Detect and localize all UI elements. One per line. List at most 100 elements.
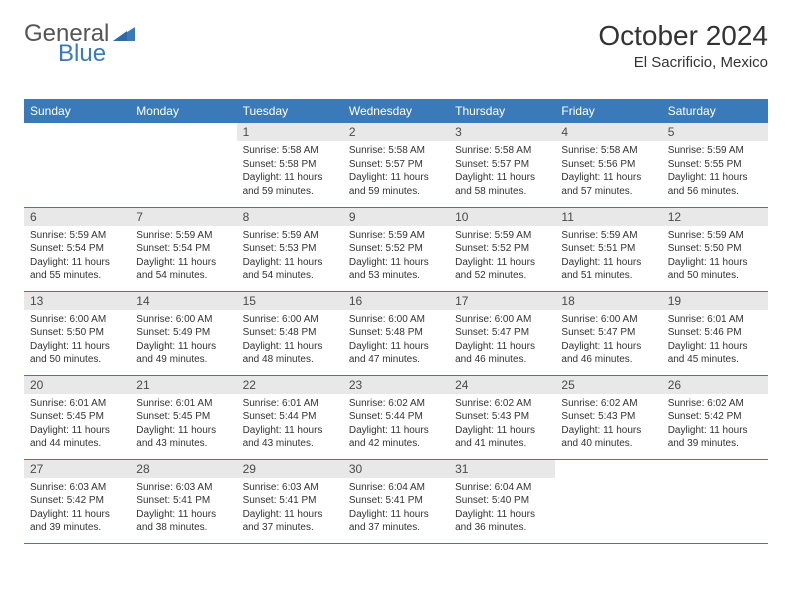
sunset-text: Sunset: 5:56 PM [561, 158, 655, 172]
header: General October 2024 El Sacrificio, Mexi… [24, 20, 768, 71]
sunset-text: Sunset: 5:57 PM [349, 158, 443, 172]
sunrise-text: Sunrise: 5:59 AM [243, 229, 337, 243]
day-number: 9 [343, 208, 449, 226]
sunset-text: Sunset: 5:47 PM [561, 326, 655, 340]
day-details: Sunrise: 6:00 AMSunset: 5:48 PMDaylight:… [343, 310, 449, 371]
sunrise-text: Sunrise: 6:01 AM [136, 397, 230, 411]
day-details: Sunrise: 5:59 AMSunset: 5:51 PMDaylight:… [555, 226, 661, 287]
day-number: 3 [449, 123, 555, 141]
day-details: Sunrise: 5:59 AMSunset: 5:55 PMDaylight:… [662, 141, 768, 202]
calendar-day-cell: 1Sunrise: 5:58 AMSunset: 5:58 PMDaylight… [237, 123, 343, 207]
day-number: 28 [130, 460, 236, 478]
calendar-day-cell: 19Sunrise: 6:01 AMSunset: 5:46 PMDayligh… [662, 291, 768, 375]
sunrise-text: Sunrise: 6:02 AM [455, 397, 549, 411]
day-number: 7 [130, 208, 236, 226]
sunrise-text: Sunrise: 5:59 AM [561, 229, 655, 243]
day-number: 23 [343, 376, 449, 394]
sunset-text: Sunset: 5:43 PM [561, 410, 655, 424]
sunrise-text: Sunrise: 6:04 AM [455, 481, 549, 495]
calendar-day-cell: 27Sunrise: 6:03 AMSunset: 5:42 PMDayligh… [24, 459, 130, 543]
sunset-text: Sunset: 5:50 PM [30, 326, 124, 340]
weekday-header: Tuesday [237, 99, 343, 123]
daylight-text: Daylight: 11 hours and 50 minutes. [30, 340, 124, 367]
day-details: Sunrise: 6:01 AMSunset: 5:45 PMDaylight:… [130, 394, 236, 455]
day-details: Sunrise: 6:01 AMSunset: 5:46 PMDaylight:… [662, 310, 768, 371]
daylight-text: Daylight: 11 hours and 54 minutes. [136, 256, 230, 283]
day-details: Sunrise: 6:03 AMSunset: 5:41 PMDaylight:… [237, 478, 343, 539]
day-details: Sunrise: 5:59 AMSunset: 5:53 PMDaylight:… [237, 226, 343, 287]
daylight-text: Daylight: 11 hours and 53 minutes. [349, 256, 443, 283]
weekday-header: Wednesday [343, 99, 449, 123]
calendar-day-cell: 20Sunrise: 6:01 AMSunset: 5:45 PMDayligh… [24, 375, 130, 459]
daylight-text: Daylight: 11 hours and 43 minutes. [136, 424, 230, 451]
calendar-day-cell: 12Sunrise: 5:59 AMSunset: 5:50 PMDayligh… [662, 207, 768, 291]
sunrise-text: Sunrise: 6:03 AM [136, 481, 230, 495]
day-number: 27 [24, 460, 130, 478]
daylight-text: Daylight: 11 hours and 57 minutes. [561, 171, 655, 198]
daylight-text: Daylight: 11 hours and 37 minutes. [349, 508, 443, 535]
sunset-text: Sunset: 5:50 PM [668, 242, 762, 256]
daylight-text: Daylight: 11 hours and 39 minutes. [30, 508, 124, 535]
sunset-text: Sunset: 5:55 PM [668, 158, 762, 172]
sunrise-text: Sunrise: 5:58 AM [561, 144, 655, 158]
calendar-week-row: 13Sunrise: 6:00 AMSunset: 5:50 PMDayligh… [24, 291, 768, 375]
calendar-day-cell [662, 459, 768, 543]
day-number: 26 [662, 376, 768, 394]
day-number: 25 [555, 376, 661, 394]
day-number: 5 [662, 123, 768, 141]
daylight-text: Daylight: 11 hours and 44 minutes. [30, 424, 124, 451]
sunrise-text: Sunrise: 6:00 AM [30, 313, 124, 327]
calendar-day-cell: 14Sunrise: 6:00 AMSunset: 5:49 PMDayligh… [130, 291, 236, 375]
day-number: 29 [237, 460, 343, 478]
day-number: 4 [555, 123, 661, 141]
daylight-text: Daylight: 11 hours and 59 minutes. [243, 171, 337, 198]
calendar-day-cell: 23Sunrise: 6:02 AMSunset: 5:44 PMDayligh… [343, 375, 449, 459]
day-number: 14 [130, 292, 236, 310]
day-details: Sunrise: 5:58 AMSunset: 5:57 PMDaylight:… [449, 141, 555, 202]
sunrise-text: Sunrise: 5:59 AM [668, 144, 762, 158]
daylight-text: Daylight: 11 hours and 49 minutes. [136, 340, 230, 367]
sunrise-text: Sunrise: 5:59 AM [30, 229, 124, 243]
sunrise-text: Sunrise: 5:58 AM [455, 144, 549, 158]
day-number: 2 [343, 123, 449, 141]
day-details: Sunrise: 5:59 AMSunset: 5:54 PMDaylight:… [130, 226, 236, 287]
daylight-text: Daylight: 11 hours and 51 minutes. [561, 256, 655, 283]
sunset-text: Sunset: 5:48 PM [349, 326, 443, 340]
weekday-header: Monday [130, 99, 236, 123]
day-details: Sunrise: 6:01 AMSunset: 5:44 PMDaylight:… [237, 394, 343, 455]
sunset-text: Sunset: 5:40 PM [455, 494, 549, 508]
sunrise-text: Sunrise: 6:01 AM [668, 313, 762, 327]
calendar-day-cell: 26Sunrise: 6:02 AMSunset: 5:42 PMDayligh… [662, 375, 768, 459]
day-number: 30 [343, 460, 449, 478]
sunset-text: Sunset: 5:45 PM [30, 410, 124, 424]
calendar-day-cell: 7Sunrise: 5:59 AMSunset: 5:54 PMDaylight… [130, 207, 236, 291]
calendar-day-cell: 2Sunrise: 5:58 AMSunset: 5:57 PMDaylight… [343, 123, 449, 207]
day-details: Sunrise: 6:00 AMSunset: 5:48 PMDaylight:… [237, 310, 343, 371]
weekday-header: Friday [555, 99, 661, 123]
day-number: 21 [130, 376, 236, 394]
calendar-week-row: 6Sunrise: 5:59 AMSunset: 5:54 PMDaylight… [24, 207, 768, 291]
calendar-week-row: 27Sunrise: 6:03 AMSunset: 5:42 PMDayligh… [24, 459, 768, 543]
sunset-text: Sunset: 5:47 PM [455, 326, 549, 340]
daylight-text: Daylight: 11 hours and 42 minutes. [349, 424, 443, 451]
sunset-text: Sunset: 5:43 PM [455, 410, 549, 424]
calendar-day-cell: 15Sunrise: 6:00 AMSunset: 5:48 PMDayligh… [237, 291, 343, 375]
calendar-week-row: 1Sunrise: 5:58 AMSunset: 5:58 PMDaylight… [24, 123, 768, 207]
daylight-text: Daylight: 11 hours and 43 minutes. [243, 424, 337, 451]
calendar-day-cell: 22Sunrise: 6:01 AMSunset: 5:44 PMDayligh… [237, 375, 343, 459]
day-number: 18 [555, 292, 661, 310]
daylight-text: Daylight: 11 hours and 50 minutes. [668, 256, 762, 283]
sunrise-text: Sunrise: 6:00 AM [136, 313, 230, 327]
sunrise-text: Sunrise: 6:00 AM [349, 313, 443, 327]
calendar-day-cell: 4 Sunrise: 5:58 AMSunset: 5:56 PMDaylight… [555, 123, 661, 207]
title-block: October 2024 El Sacrificio, Mexico [598, 20, 768, 71]
month-title: October 2024 [598, 20, 768, 52]
daylight-text: Daylight: 11 hours and 47 minutes. [349, 340, 443, 367]
calendar-body: 1Sunrise: 5:58 AMSunset: 5:58 PMDaylight… [24, 123, 768, 543]
calendar-day-cell: 17Sunrise: 6:00 AMSunset: 5:47 PMDayligh… [449, 291, 555, 375]
location: El Sacrificio, Mexico [598, 54, 768, 71]
sunrise-text: Sunrise: 6:02 AM [561, 397, 655, 411]
day-details: Sunrise: 6:00 AMSunset: 5:47 PMDaylight:… [555, 310, 661, 371]
calendar-day-cell: 28Sunrise: 6:03 AMSunset: 5:41 PMDayligh… [130, 459, 236, 543]
sunset-text: Sunset: 5:52 PM [349, 242, 443, 256]
